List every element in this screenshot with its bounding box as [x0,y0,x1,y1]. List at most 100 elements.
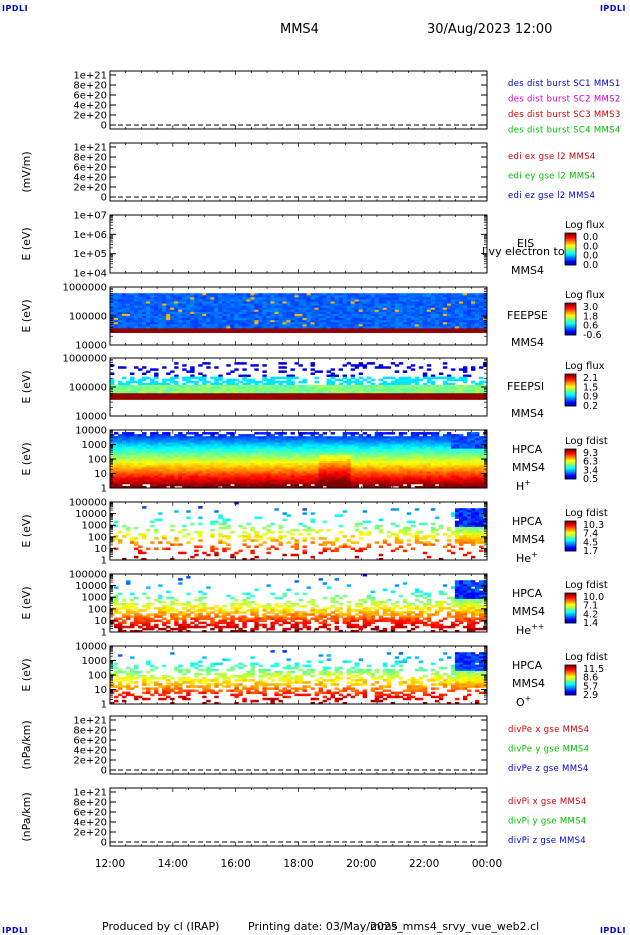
spectrogram-cell [363,331,367,333]
spectrogram-cell [299,482,303,484]
spectrogram-cell [150,331,154,333]
spectrogram-cell [226,331,230,333]
spectrogram-cell [214,432,218,434]
spectrogram-cell [294,331,298,333]
spectrogram-cell [278,366,282,368]
spectrogram-cell [290,397,294,399]
spectrogram-cell [427,331,431,333]
spectrogram-cell [479,397,483,399]
spectrogram-cell [242,331,246,333]
spectrogram-cell [250,381,254,383]
spectrogram-cell [383,377,387,379]
spectrogram-cell [455,379,459,381]
spectrogram-cell [186,370,190,372]
spectrogram-feepsi [110,362,487,400]
spectrogram-cell [315,432,319,434]
spectrogram-cell [126,331,130,333]
spectrogram-cell [114,331,118,333]
spectrogram-cell [379,379,383,381]
spectrogram-cell [154,331,158,333]
spectrogram-cell [286,482,290,484]
spectrogram-cell [395,364,399,366]
spectrogram-cell [407,331,411,333]
y-tick-label: 1e+04 [73,269,107,280]
spectrogram-cell [403,397,407,399]
spectrogram-cell [278,331,282,333]
spectrogram-cell [351,381,355,383]
spectrogram-cell [190,331,194,333]
spectrogram-cell [206,362,210,364]
spectrogram-cell [311,368,315,370]
spectrogram-cell [214,331,218,333]
spectrogram-cell [190,397,194,399]
spacecraft-label: MMS4 [511,336,544,349]
spectrogram-cell [343,377,347,379]
legend-entry: des dist burst SC2 MMS2 [508,95,621,105]
spectrogram-cell [226,373,230,375]
spectrogram-cell [359,397,363,399]
instrument-label: FEEPSE [507,309,548,322]
spectrogram-cell [230,370,234,372]
spectrogram-cell [431,377,435,379]
spectrogram-cell [311,373,315,375]
spectrogram-cell [331,368,335,370]
spectrogram-cell [355,366,359,368]
spectrogram-cell [435,331,439,333]
spectrogram-cell [218,484,222,486]
spectrogram-cell [411,381,415,383]
x-tick-label: 16:00 [221,858,251,870]
spectrogram-cell [250,364,254,366]
spectrogram-cell [451,397,455,399]
spectrogram-cell [278,362,282,364]
spectrogram-cell [134,381,138,383]
spectrogram-cell [371,379,375,381]
spectrogram-cell [182,368,186,370]
spacecraft-label: MMS4 [511,264,544,277]
spectrogram-cell [367,397,371,399]
spectrogram-cell [198,397,202,399]
spectrogram-cell [278,377,282,379]
spectrogram-cell [315,370,319,372]
spectrogram-cell [142,331,146,333]
spectrogram-cell [387,366,391,368]
x-tick-label: 18:00 [283,858,313,870]
legend-entry: edi ey gse l2 MMS4 [508,172,596,182]
spectrogram-cell [258,397,262,399]
spectrogram-cell [363,366,367,368]
spectrogram-cell [307,331,311,333]
spectrogram-cell [443,362,447,364]
spectrogram-cell [323,397,327,399]
spectrogram-cell [407,366,411,368]
spectrogram-cell [423,377,427,379]
panel-frame [110,71,487,129]
spectrogram-cell [238,397,242,399]
spectrogram-cell [415,397,419,399]
spectrogram-cell [471,397,475,399]
spectrogram-cell [166,379,170,381]
spectrogram-cell [323,432,327,434]
spectrogram-cell [367,381,371,383]
spectrogram-cell [126,482,130,484]
colorbar-title: Log flux [565,361,605,372]
spectrogram-cell [391,362,395,364]
spectrogram-cell [463,370,467,372]
x-tick-label: 20:00 [346,858,376,870]
spectrogram-cell [190,370,194,372]
spectrogram-cell [423,331,427,333]
spectrogram-cell [206,397,210,399]
spectrogram-cell [427,368,431,370]
spectrogram-cell [186,331,190,333]
spectrogram-cell [266,331,270,333]
spectrogram-cell [375,397,379,399]
spectrogram-cell [174,484,178,486]
spectrogram-cell [222,381,226,383]
spectrogram-cell [339,379,343,381]
spectrogram-cell [335,397,339,399]
spectrogram-cell [286,331,290,333]
spectrogram-cell [443,377,447,379]
spectrogram-cell [262,397,266,399]
spectrogram-cell [274,432,278,434]
spectrogram-cell [198,379,202,381]
spectrogram-cell [379,331,383,333]
